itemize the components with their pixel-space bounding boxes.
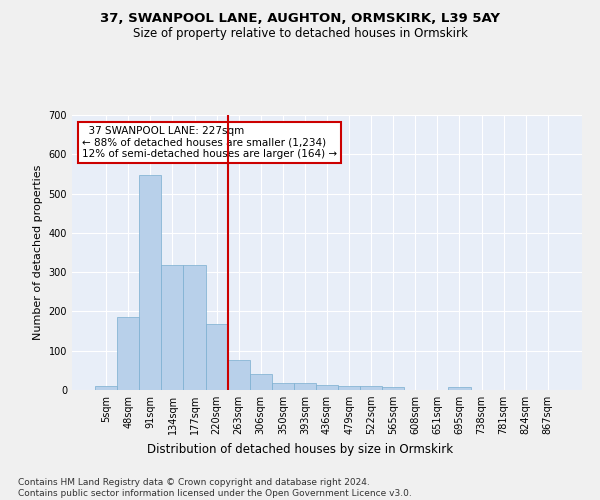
Bar [448, 387, 470, 390]
Bar [161, 266, 184, 390]
Bar [184, 266, 206, 390]
Bar [117, 318, 139, 390]
Bar [272, 384, 294, 390]
Text: Size of property relative to detached houses in Ormskirk: Size of property relative to detached ho… [133, 28, 467, 40]
Bar [382, 387, 404, 390]
Bar [227, 360, 250, 390]
Text: Contains HM Land Registry data © Crown copyright and database right 2024.
Contai: Contains HM Land Registry data © Crown c… [18, 478, 412, 498]
Bar [294, 384, 316, 390]
Bar [206, 324, 227, 390]
Bar [250, 374, 272, 390]
Bar [95, 386, 117, 390]
Text: 37 SWANPOOL LANE: 227sqm
← 88% of detached houses are smaller (1,234)
12% of sem: 37 SWANPOOL LANE: 227sqm ← 88% of detach… [82, 126, 337, 159]
Bar [360, 386, 382, 390]
Bar [338, 386, 360, 390]
Text: Distribution of detached houses by size in Ormskirk: Distribution of detached houses by size … [147, 442, 453, 456]
Bar [316, 384, 338, 390]
Bar [139, 174, 161, 390]
Y-axis label: Number of detached properties: Number of detached properties [33, 165, 43, 340]
Text: 37, SWANPOOL LANE, AUGHTON, ORMSKIRK, L39 5AY: 37, SWANPOOL LANE, AUGHTON, ORMSKIRK, L3… [100, 12, 500, 26]
